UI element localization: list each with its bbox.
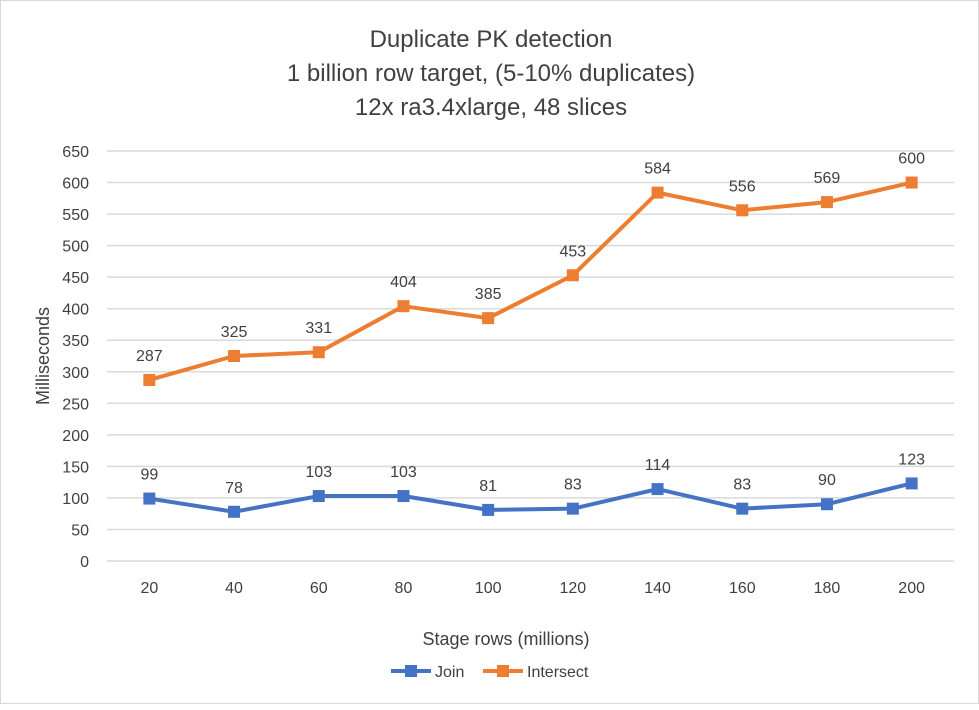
y-tick-label: 550 (62, 207, 89, 224)
y-tick-labels: 0 50 100 150 200 250 300 350 400 450 500 550 600 650 (62, 144, 89, 571)
data-label: 103 (305, 464, 332, 481)
series-join: 99 78 103 103 81 83 114 83 90 123 (140, 451, 925, 518)
data-label: 331 (305, 320, 332, 337)
y-tick-label: 300 (62, 365, 89, 382)
x-tick-label: 120 (559, 580, 586, 597)
data-label: 83 (733, 477, 751, 494)
legend-label: Intersect (527, 664, 589, 681)
series-group: 99 78 103 103 81 83 114 83 90 123 287 325 331 404 385 4… (136, 151, 925, 518)
legend-item-join: Join (391, 664, 464, 681)
series-line (149, 481, 913, 514)
data-point (397, 490, 410, 503)
x-tick-label: 60 (310, 580, 328, 597)
data-label: 287 (136, 348, 163, 365)
data-point (312, 490, 325, 503)
legend-marker (497, 665, 509, 677)
legend-label: Join (435, 664, 464, 681)
y-tick-label: 650 (62, 144, 89, 161)
data-point (736, 502, 749, 515)
data-point (228, 350, 241, 362)
data-label: 556 (729, 178, 756, 195)
data-point (651, 186, 664, 199)
data-point (397, 300, 410, 313)
data-point (143, 373, 156, 386)
data-point (566, 502, 579, 515)
data-label: 123 (898, 451, 925, 468)
data-point (482, 503, 495, 516)
data-label: 404 (390, 274, 417, 291)
data-label: 83 (564, 477, 582, 494)
data-point (482, 312, 495, 325)
data-label: 90 (818, 472, 836, 489)
y-tick-label: 400 (62, 302, 89, 319)
y-tick-label: 150 (62, 459, 89, 476)
data-label: 99 (140, 467, 158, 484)
y-tick-label: 0 (80, 554, 89, 571)
data-point (312, 346, 325, 359)
x-tick-label: 20 (140, 580, 158, 597)
y-axis-label: Milliseconds (33, 307, 53, 405)
data-point (905, 176, 918, 189)
data-label: 584 (644, 161, 671, 178)
y-tick-label: 500 (62, 239, 89, 256)
chart-title-line-1: Duplicate PK detection (370, 26, 613, 53)
x-axis-label: Stage rows (millions) (422, 629, 589, 649)
data-label: 78 (225, 480, 243, 497)
data-label: 600 (898, 151, 925, 168)
series-line (148, 180, 913, 382)
data-point (905, 477, 918, 490)
data-label: 81 (479, 478, 497, 495)
gridlines (107, 150, 954, 562)
y-tick-label: 250 (62, 396, 89, 413)
data-point (820, 196, 833, 209)
y-tick-label: 350 (62, 333, 89, 350)
data-point (736, 204, 749, 217)
data-point (651, 483, 664, 496)
data-label: 325 (221, 324, 248, 341)
data-point (228, 505, 241, 518)
data-point (566, 269, 579, 282)
x-tick-label: 200 (898, 580, 925, 597)
x-tick-label: 100 (475, 580, 502, 597)
chart-title-line-3: 12x ra3.4xlarge, 48 slices (355, 94, 627, 121)
data-point (820, 498, 833, 511)
data-point (143, 492, 156, 505)
x-tick-label: 180 (814, 580, 841, 597)
data-label: 103 (390, 464, 417, 481)
x-tick-labels: 20 40 60 80 100 120 140 160 180 200 (140, 580, 925, 597)
y-tick-label: 450 (62, 270, 89, 287)
x-tick-label: 80 (395, 580, 413, 597)
y-tick-label: 600 (62, 176, 89, 193)
x-tick-label: 40 (225, 580, 243, 597)
data-label: 569 (814, 170, 841, 187)
x-tick-label: 160 (729, 580, 756, 597)
chart-title-line-2: 1 billion row target, (5-10% duplicates) (287, 60, 695, 87)
legend-item-intersect: Intersect (483, 664, 589, 681)
y-tick-label: 200 (62, 428, 89, 445)
series-intersect: 287 325 331 404 385 453 584 556 569 600 (136, 151, 925, 386)
data-label: 385 (475, 286, 502, 303)
y-tick-label: 50 (71, 522, 89, 539)
legend-marker (405, 665, 417, 677)
data-label: 114 (645, 457, 671, 474)
legend: Join Intersect (391, 664, 589, 681)
chart-title: Duplicate PK detection 1 billion row tar… (287, 26, 695, 121)
data-label: 453 (559, 243, 586, 260)
x-tick-label: 140 (644, 580, 671, 597)
y-tick-label: 100 (62, 491, 89, 508)
